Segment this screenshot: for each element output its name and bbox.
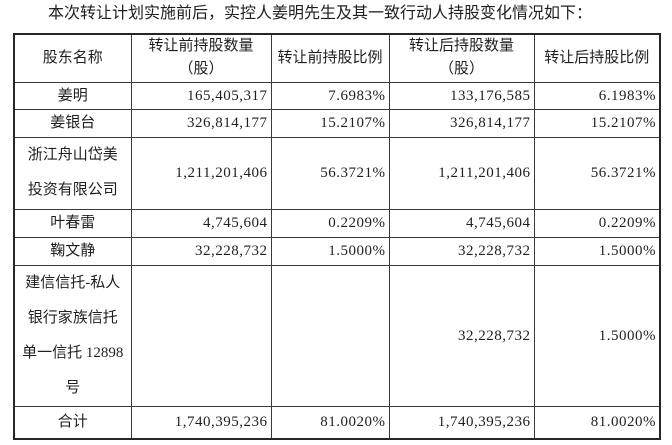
shareholder-name-cell: 建信信托-私人 银行家族信托 单一信托 12898 号	[13, 264, 132, 407]
after-ratio-cell: 0.2209%	[533, 208, 661, 238]
before-shares-cell: 326,814,177	[130, 108, 272, 138]
after-ratio-cell: 15.2107%	[533, 108, 661, 138]
shareholder-name-cell: 姜明	[13, 81, 132, 110]
total-label-cell: 合计	[13, 405, 132, 440]
shareholder-name-cell: 叶春雷	[13, 208, 132, 238]
after-shares-cell: 1,211,201,406	[388, 136, 535, 210]
before-shares-cell: 32,228,732	[130, 236, 272, 266]
col-header-shareholder-name: 股东名称	[13, 33, 132, 83]
shareholder-name-cell: 姜银台	[13, 108, 132, 138]
after-ratio-cell: 81.0020%	[533, 405, 661, 440]
after-ratio-cell: 6.1983%	[533, 81, 661, 110]
table-header-row: 股东名称 转让前持股数量 （股） 转让前持股比例 转让后持股数量 （股） 转让后…	[13, 33, 661, 83]
table-row-ccb-trust-12898: 建信信托-私人 银行家族信托 单一信托 12898 号 32,228,732 1…	[13, 264, 661, 407]
before-shares-cell: 165,405,317	[130, 81, 272, 110]
before-ratio-cell: 56.3721%	[270, 136, 390, 210]
after-shares-cell: 326,814,177	[388, 108, 535, 138]
after-shares-cell: 4,745,604	[388, 208, 535, 238]
col-header-after-ratio: 转让后持股比例	[533, 33, 661, 83]
before-shares-cell: 1,740,395,236	[130, 405, 272, 440]
table-row-total: 合计 1,740,395,236 81.0020% 1,740,395,236 …	[13, 405, 661, 440]
before-ratio-cell: 0.2209%	[270, 208, 390, 238]
table-row-jiang-ming: 姜明 165,405,317 7.6983% 133,176,585 6.198…	[13, 81, 661, 110]
col-header-before-ratio: 转让前持股比例	[270, 33, 390, 83]
before-ratio-cell	[270, 264, 390, 407]
col-header-before-shares: 转让前持股数量 （股）	[130, 33, 272, 83]
after-shares-cell: 32,228,732	[388, 236, 535, 266]
after-shares-cell: 32,228,732	[388, 264, 535, 407]
before-shares-cell: 1,211,201,406	[130, 136, 272, 210]
table-row-jiang-yintai: 姜银台 326,814,177 15.2107% 326,814,177 15.…	[13, 108, 661, 138]
before-shares-cell: 4,745,604	[130, 208, 272, 238]
col-header-after-shares: 转让后持股数量 （股）	[388, 33, 535, 83]
after-ratio-cell: 1.5000%	[533, 264, 661, 407]
document-title: 本次转让计划实施前后，实控人姜明先生及其一致行动人持股变化情况如下：	[48, 5, 593, 22]
shareholder-name-cell: 鞠文静	[13, 236, 132, 266]
table-row-ye-chunlei: 叶春雷 4,745,604 0.2209% 4,745,604 0.2209%	[13, 208, 661, 238]
before-ratio-cell: 15.2107%	[270, 108, 390, 138]
table-row-ju-wenjing: 鞠文静 32,228,732 1.5000% 32,228,732 1.5000…	[13, 236, 661, 266]
after-shares-cell: 1,740,395,236	[388, 405, 535, 440]
after-shares-cell: 133,176,585	[388, 81, 535, 110]
shareholder-name-cell: 浙江舟山岱美 投资有限公司	[13, 136, 132, 210]
before-ratio-cell: 81.0020%	[270, 405, 390, 440]
table-row-zhoushan-daimei-investment: 浙江舟山岱美 投资有限公司 1,211,201,406 56.3721% 1,2…	[13, 136, 661, 210]
before-shares-cell	[130, 264, 272, 407]
after-ratio-cell: 56.3721%	[533, 136, 661, 210]
shareholding-change-table: 股东名称 转让前持股数量 （股） 转让前持股比例 转让后持股数量 （股） 转让后…	[13, 33, 661, 440]
after-ratio-cell: 1.5000%	[533, 236, 661, 266]
before-ratio-cell: 7.6983%	[270, 81, 390, 110]
before-ratio-cell: 1.5000%	[270, 236, 390, 266]
